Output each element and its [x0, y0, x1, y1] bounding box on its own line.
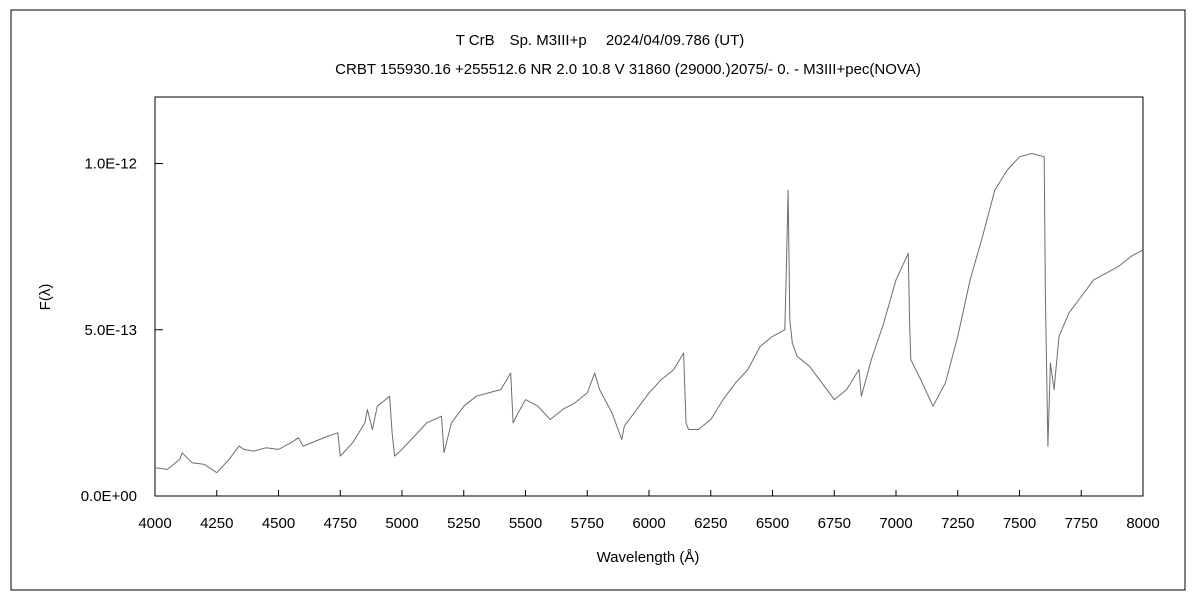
- x-tick-label: 5750: [571, 515, 604, 532]
- y-tick-label: 0.0E+00: [81, 488, 137, 505]
- chart-title: T CrB Sp. M3III+p 2024/04/09.786 (UT): [456, 32, 745, 49]
- x-tick-label: 6750: [818, 515, 851, 532]
- x-axis: 4000 4250 4500 4750 5000 5250 5500 5750 6000 6250…: [138, 490, 1160, 532]
- x-tick-label: 4500: [262, 515, 295, 532]
- x-tick-label: 4750: [324, 515, 357, 532]
- x-tick-label: 7500: [1003, 515, 1036, 532]
- x-tick-label: 7250: [941, 515, 974, 532]
- x-tick-label: 7000: [879, 515, 912, 532]
- y-axis-label: F(λ): [37, 284, 54, 311]
- y-tick-label: 5.0E-13: [84, 322, 137, 339]
- y-axis: 0.0E+00 5.0E-13 1.0E-12: [81, 156, 163, 505]
- x-tick-label: 4250: [200, 515, 233, 532]
- series-line: [154, 153, 1144, 474]
- x-axis-label: Wavelength (Å): [597, 549, 700, 566]
- x-tick-label: 5500: [509, 515, 542, 532]
- figure-border: [10, 9, 1186, 591]
- x-tick-label: 5000: [385, 515, 418, 532]
- x-tick-label: 5250: [447, 515, 480, 532]
- x-tick-label: 6000: [632, 515, 665, 532]
- chart-subtitle: CRBT 155930.16 +255512.6 NR 2.0 10.8 V 3…: [335, 61, 921, 78]
- x-tick-label: 8000: [1126, 515, 1159, 532]
- x-tick-label: 4000: [138, 515, 171, 532]
- y-tick-label: 1.0E-12: [84, 156, 137, 173]
- x-tick-label: 6250: [694, 515, 727, 532]
- series-group: [154, 153, 1144, 474]
- x-tick-label: 6500: [756, 515, 789, 532]
- x-tick-label: 7750: [1065, 515, 1098, 532]
